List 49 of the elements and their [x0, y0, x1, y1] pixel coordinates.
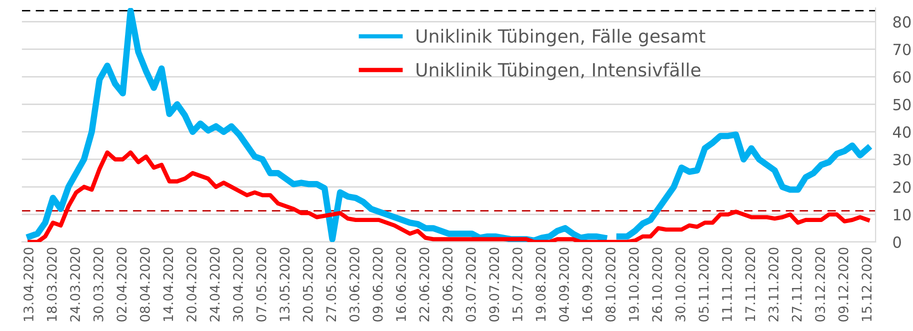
x-tick-label: 17.11.2020 [745, 248, 756, 321]
x-tick-label: 20.05.2020 [302, 248, 313, 322]
x-tick-label: 30.10.2020 [675, 248, 686, 322]
x-tick-label: 03.07.2020 [466, 248, 476, 322]
x-tick-label: 24.03.2020 [70, 248, 80, 322]
x-tick-label: 19.10.2020 [628, 248, 639, 321]
x-tick-label: 27.05.2020 [326, 248, 336, 322]
x-tick-label: 24.04.2020 [210, 248, 220, 322]
x-tick-label: 02.04.2020 [116, 248, 127, 322]
x-tick-label: 15.12.2020 [862, 248, 872, 321]
x-tick-label: 20.04.2020 [186, 248, 196, 322]
x-tick-label: 03.06.2020 [349, 248, 360, 322]
y-tick-label: 40 [892, 126, 911, 138]
x-tick-label: 04.09.2020 [558, 248, 569, 322]
legend-label: Uniklinik Tübingen, Intensivfälle [416, 62, 700, 80]
y-tick-label: 50 [893, 98, 911, 110]
x-tick-label: 16.09.2020 [582, 248, 592, 321]
x-tick-label: 09.06.2020 [372, 248, 383, 322]
x-tick-label: 08.04.2020 [140, 248, 150, 322]
y-tick-label: 0 [893, 236, 901, 248]
x-tick-label: 22.06.2020 [419, 248, 430, 322]
x-tick-label: 08.10.2020 [606, 248, 616, 322]
x-tick-label: 09.07.2020 [489, 248, 500, 322]
x-tick-label: 07.05.2020 [256, 248, 266, 322]
x-tick-label: 13.05.2020 [280, 248, 290, 321]
x-tick-label: 30.03.2020 [93, 248, 104, 322]
y-tick-label: 30 [893, 154, 911, 166]
x-tick-label: 30.04.2020 [233, 248, 244, 322]
x-tick-label: 05.11.2020 [698, 248, 709, 322]
x-tick-label: 14.04.2020 [163, 248, 174, 321]
line-series [28, 150, 870, 242]
x-tick-label: 16.06.2020 [396, 248, 406, 321]
x-tick-label: 18.03.2020 [46, 248, 57, 321]
x-tick-label: 27.11.2020 [792, 248, 802, 322]
x-tick-label: 15.07.2020 [512, 248, 522, 321]
legend-label: Uniklinik Tübingen, Fälle gesamt [416, 28, 706, 46]
x-tick-label: 23.11.2020 [768, 248, 779, 322]
x-tick-label: 19.08.2020 [536, 248, 546, 321]
x-tick-label: 26.10.2020 [652, 248, 662, 322]
y-tick-label: 80 [893, 16, 911, 28]
x-tick-label: 09.12.2020 [838, 248, 848, 322]
x-tick-label: 29.06.2020 [442, 248, 453, 322]
y-tick-label: 70 [893, 44, 911, 56]
y-tick-label: 20 [893, 181, 911, 193]
y-tick-label: 60 [893, 71, 911, 83]
x-tick-label: 03.12.2020 [815, 248, 826, 322]
y-tick-label: 10 [894, 208, 911, 220]
x-tick-label: 13.04.2020 [24, 248, 34, 321]
x-tick-label: 11.11.2020 [722, 248, 732, 321]
